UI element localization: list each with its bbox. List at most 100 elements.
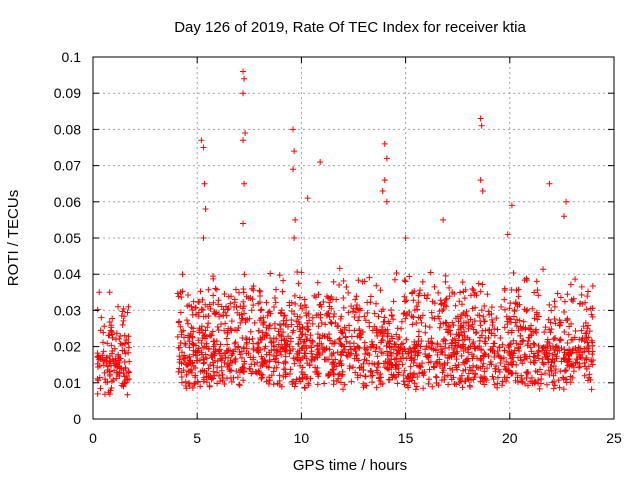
data-point	[545, 367, 552, 374]
data-point	[384, 365, 391, 372]
data-point	[407, 370, 414, 377]
data-point	[555, 377, 562, 384]
data-point	[108, 385, 115, 392]
data-point	[425, 338, 432, 345]
data-point	[126, 358, 133, 365]
data-point	[521, 351, 528, 358]
data-point	[202, 206, 209, 213]
data-point	[520, 337, 527, 344]
data-point	[399, 361, 406, 368]
data-point	[314, 279, 321, 286]
data-point	[394, 380, 401, 387]
data-point	[468, 351, 475, 358]
data-point	[552, 366, 559, 373]
data-point	[455, 318, 462, 325]
data-point	[126, 376, 133, 383]
data-point	[392, 361, 399, 368]
data-point	[406, 273, 413, 280]
data-point	[335, 336, 342, 343]
data-point	[299, 331, 306, 338]
data-point	[231, 356, 238, 363]
data-point	[588, 386, 595, 393]
data-point	[415, 328, 422, 335]
data-point	[542, 370, 549, 377]
data-point	[338, 352, 345, 359]
data-point	[539, 356, 546, 363]
data-point	[390, 298, 397, 305]
data-point	[385, 356, 392, 363]
data-point	[460, 288, 467, 295]
data-point	[122, 340, 129, 347]
data-point	[522, 326, 529, 333]
data-point	[536, 385, 543, 392]
data-point	[250, 345, 257, 352]
data-point	[243, 335, 250, 342]
data-point	[514, 316, 521, 323]
data-point	[270, 339, 277, 346]
y-tick-label: 0.08	[54, 121, 81, 137]
data-point	[108, 342, 115, 349]
data-point	[457, 315, 464, 322]
data-point	[548, 307, 555, 314]
data-point	[552, 351, 559, 358]
data-point	[175, 344, 182, 351]
data-point	[125, 349, 132, 356]
data-point	[287, 347, 294, 354]
data-point	[291, 148, 298, 155]
data-point	[535, 342, 542, 349]
data-point	[336, 335, 343, 342]
data-point	[222, 309, 229, 316]
data-point	[489, 373, 496, 380]
data-point	[228, 327, 235, 334]
data-point	[314, 343, 321, 350]
data-point	[175, 319, 182, 326]
data-point	[280, 329, 287, 336]
data-point	[386, 343, 393, 350]
y-tick-label: 0.03	[54, 302, 81, 318]
data-point	[388, 312, 395, 319]
data-point	[549, 351, 556, 358]
data-point	[295, 280, 302, 287]
data-point	[296, 350, 303, 357]
data-point	[557, 368, 564, 375]
data-point	[215, 327, 222, 334]
data-point	[550, 385, 557, 392]
data-point	[415, 292, 422, 299]
data-point	[250, 302, 257, 309]
data-point	[407, 363, 414, 370]
data-point	[223, 347, 230, 354]
data-point	[566, 323, 573, 330]
data-point	[362, 317, 369, 324]
data-point	[434, 351, 441, 358]
data-point	[577, 300, 584, 307]
data-point	[373, 329, 380, 336]
data-point	[267, 335, 274, 342]
data-point	[507, 316, 514, 323]
data-point	[299, 305, 306, 312]
data-point	[411, 307, 418, 314]
data-point	[323, 345, 330, 352]
data-point	[101, 323, 108, 330]
data-point	[376, 345, 383, 352]
data-point	[436, 324, 443, 331]
data-point	[294, 269, 301, 276]
data-point	[258, 336, 265, 343]
data-point	[441, 373, 448, 380]
data-point	[321, 380, 328, 387]
data-point	[550, 336, 557, 343]
data-point	[494, 380, 501, 387]
data-point	[298, 345, 305, 352]
data-point	[486, 326, 493, 333]
data-point	[240, 137, 247, 144]
data-point	[581, 360, 588, 367]
data-point	[94, 390, 101, 397]
data-point	[200, 235, 207, 241]
data-point	[285, 333, 292, 340]
data-point	[278, 351, 285, 358]
data-point	[254, 370, 261, 377]
data-point	[369, 379, 376, 386]
data-point	[551, 298, 558, 305]
data-point	[517, 332, 524, 339]
data-point	[458, 311, 465, 318]
data-point	[255, 346, 262, 353]
